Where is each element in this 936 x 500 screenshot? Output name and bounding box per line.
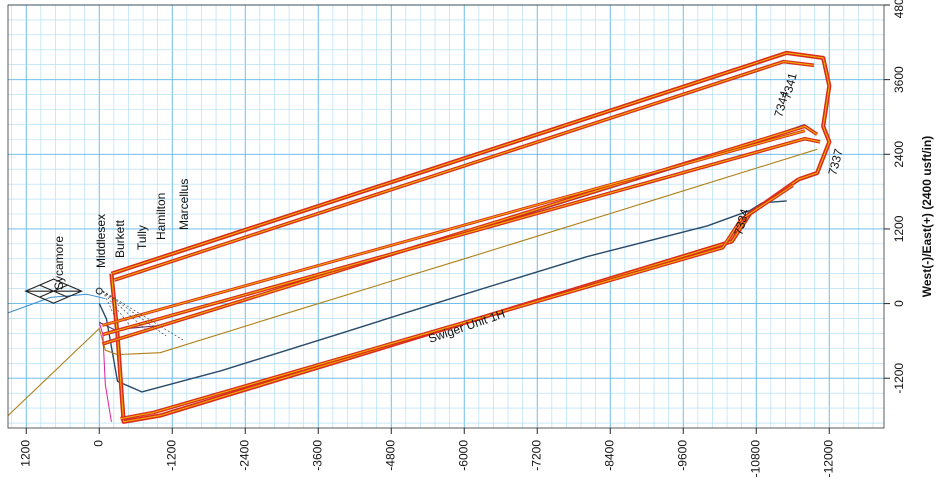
y-tick-label: 4800	[892, 0, 906, 18]
formation-label-hamilton: Hamilton	[154, 193, 168, 240]
formation-label-sycamore: Sycamore	[52, 236, 66, 290]
depth-label-7334: 7334	[731, 207, 752, 237]
formation-leader	[102, 290, 130, 326]
series-lease-inner-top-core	[114, 61, 815, 281]
formation-label-tully: Tully	[135, 225, 149, 250]
y-tick-label: 2400	[892, 141, 906, 168]
plot-frame	[7, 4, 885, 429]
series-group	[7, 50, 832, 424]
x-tick-label: 1200	[18, 440, 32, 467]
x-tick-label: -8400	[602, 440, 616, 471]
formation-label-marcellus: Marcellus	[177, 179, 191, 230]
series-offset-brown	[7, 148, 818, 416]
depth-label-7341: 7341	[779, 71, 800, 101]
x-tick-label: 0	[91, 440, 105, 447]
depth-label-7337: 7337	[825, 147, 846, 177]
x-tick-label: -7200	[529, 440, 543, 471]
series-offset-magenta	[98, 322, 112, 422]
formation-leader	[102, 290, 115, 317]
y-tick-label: -1200	[892, 363, 906, 394]
x-tick-labels: 1200 0 -1200 -2400 -3600 -4800 -6000 -7200 -8400…	[18, 440, 835, 478]
x-tick-label: -4800	[383, 440, 397, 471]
x-tick-label: -12000	[821, 440, 835, 478]
x-tick-label: -3600	[310, 440, 324, 471]
formation-leader	[102, 290, 167, 337]
series-lease-inner-bottom-core	[120, 184, 794, 420]
y-axis-label: West(-)/East(+) (2400 usft/in)	[920, 136, 934, 297]
x-tick-label: -2400	[237, 440, 251, 471]
x-tick-label: -9600	[675, 440, 689, 471]
wellhead-symbol	[24, 278, 84, 304]
series-offset-red-2-core	[102, 138, 821, 336]
axes	[7, 4, 890, 434]
x-tick-label: -1200	[164, 440, 178, 471]
surface-location-marker	[95, 287, 103, 295]
series-swiger-unit-1h	[98, 200, 787, 393]
series-offset-red-3-core	[102, 130, 806, 326]
y-tick-labels: -1200 0 1200 2400 3600 4800	[892, 0, 906, 394]
x-tick-label: -10800	[748, 440, 762, 478]
y-tick-label: 3600	[892, 66, 906, 93]
series-offset-red-1-core	[102, 125, 818, 345]
depth-label-7344: 7344	[771, 89, 792, 119]
formation-label-middlesex: Middlesex	[94, 214, 108, 268]
plot-background	[8, 5, 884, 428]
formation-label-burkett: Burkett	[113, 219, 127, 258]
grid	[8, 4, 884, 428]
y-tick-label: 1200	[892, 215, 906, 242]
x-tick-label: -6000	[456, 440, 470, 471]
series-lease-outer-top-core	[111, 52, 830, 275]
series-offset-blue	[7, 293, 106, 314]
y-tick-label: 0	[892, 300, 906, 307]
